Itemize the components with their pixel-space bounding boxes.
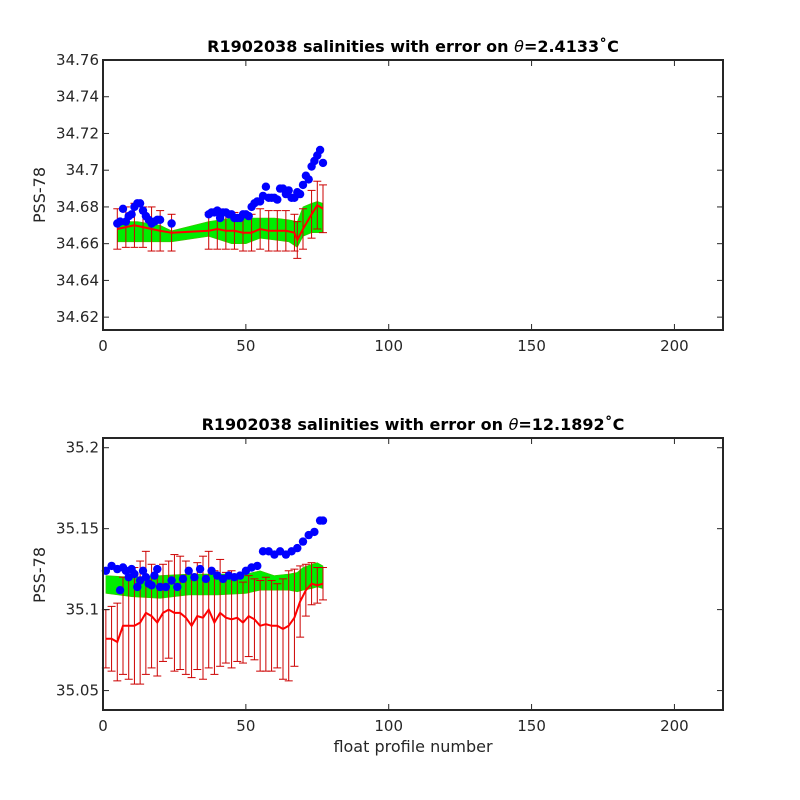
- observed-point: [167, 219, 176, 228]
- observed-point: [261, 182, 271, 191]
- observed-point: [284, 186, 293, 195]
- observed-point: [115, 217, 125, 226]
- x-tick-label: 150: [517, 717, 546, 735]
- observed-point: [293, 543, 302, 553]
- observed-point: [298, 537, 308, 546]
- panel-top-title: R1902038 salinities with error on θ=2.41…: [207, 37, 619, 56]
- observed-point: [150, 571, 159, 580]
- y-tick-label: 34.76: [56, 51, 99, 69]
- observed-point: [315, 145, 325, 155]
- observed-point: [118, 204, 128, 213]
- observed-point: [173, 582, 182, 592]
- x-tick-label: 150: [517, 337, 546, 355]
- panel-top-ylabel: PSS-78: [30, 167, 49, 223]
- y-tick-label: 34.62: [56, 308, 99, 326]
- observed-point: [298, 180, 308, 190]
- observed-point: [184, 566, 193, 575]
- x-tick-label: 0: [98, 717, 108, 735]
- y-tick-label: 35.2: [66, 439, 99, 457]
- panel-bottom-x-axis: 0 50 100 150 200: [98, 438, 689, 735]
- y-tick-label: 34.72: [56, 124, 99, 142]
- observed-point: [135, 199, 145, 208]
- observed-point: [190, 573, 199, 582]
- observed-point: [115, 586, 125, 595]
- observed-point: [318, 516, 328, 525]
- panel-top-mapped-line: [117, 203, 324, 243]
- observed-point: [161, 582, 171, 592]
- observed-point: [130, 569, 139, 579]
- panel-bottom: R1902038 salinities with error on θ=12.1…: [30, 415, 724, 756]
- observed-point: [141, 573, 151, 582]
- y-tick-label: 34.74: [56, 88, 99, 106]
- observed-point: [138, 566, 148, 575]
- panel-bottom-ylabel: PSS-78: [30, 547, 49, 603]
- y-tick-label: 35.15: [56, 520, 99, 538]
- panel-top: R1902038 salinities with error on θ=2.41…: [30, 37, 724, 355]
- panel-bottom-plot-frame: [102, 437, 724, 711]
- observed-point: [318, 158, 328, 168]
- x-tick-label: 50: [236, 717, 255, 735]
- panel-bottom-mapped-line: [105, 582, 324, 644]
- panel-top-plot-frame: [102, 59, 724, 331]
- observed-point: [310, 527, 319, 537]
- observed-point: [167, 576, 176, 585]
- observed-point: [244, 211, 253, 221]
- observed-point: [195, 564, 205, 574]
- y-tick-label: 35.05: [56, 682, 99, 700]
- observed-point: [273, 195, 282, 204]
- panel-top-mapped-salinity-line: [117, 203, 324, 243]
- observed-point: [295, 189, 305, 199]
- observed-point: [178, 574, 188, 584]
- observed-point: [147, 581, 156, 590]
- x-tick-label: 0: [98, 337, 108, 355]
- panel-bottom-mapped-salinity-line: [105, 582, 324, 644]
- x-tick-label: 100: [374, 717, 403, 735]
- panel-top-observed-points: [113, 145, 328, 228]
- y-tick-label: 35.1: [66, 601, 99, 619]
- observed-point: [133, 582, 142, 592]
- observed-point: [127, 210, 136, 219]
- y-tick-label: 34.7: [66, 161, 99, 179]
- observed-point: [207, 566, 216, 575]
- x-tick-label: 200: [660, 717, 689, 735]
- panel-bottom-title: R1902038 salinities with error on θ=12.1…: [202, 415, 625, 434]
- panel-top-y-axis: 34.62 34.64 34.66 34.68 34.7 34.72 34.74 34.76: [56, 51, 723, 326]
- observed-point: [155, 582, 165, 592]
- observed-point: [304, 175, 313, 184]
- panel-bottom-observed-points: [101, 516, 328, 595]
- observed-point: [253, 561, 262, 571]
- panel-bottom-xlabel: float profile number: [333, 737, 493, 756]
- y-tick-label: 34.68: [56, 198, 99, 216]
- panel-top-x-axis: 0 50 100 150 200: [98, 60, 689, 355]
- observed-point: [235, 571, 245, 580]
- x-tick-label: 100: [374, 337, 403, 355]
- observed-point: [153, 564, 162, 574]
- y-tick-label: 34.66: [56, 235, 99, 253]
- observed-point: [155, 215, 165, 224]
- y-tick-label: 34.64: [56, 271, 99, 289]
- panel-bottom-y-axis: 35.05 35.1 35.15 35.2: [56, 439, 723, 700]
- x-tick-label: 50: [236, 337, 255, 355]
- observed-point: [201, 574, 211, 584]
- x-tick-label: 200: [660, 337, 689, 355]
